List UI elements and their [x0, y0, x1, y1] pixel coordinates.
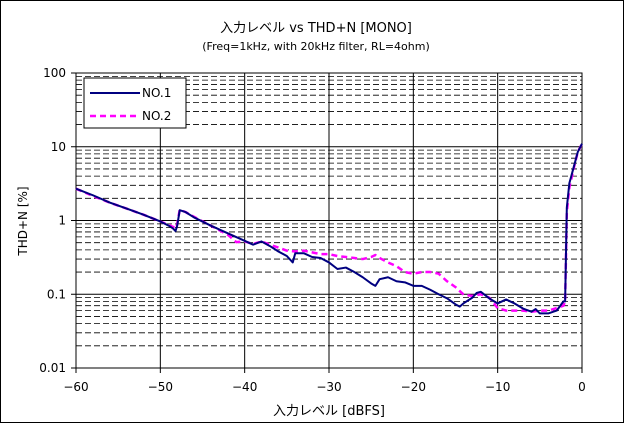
x-tick-label: −10: [485, 380, 510, 394]
x-tick-label: −60: [63, 380, 88, 394]
series-line-no2: [75, 143, 584, 313]
series-layer: [75, 143, 584, 315]
legend-box: [83, 77, 187, 129]
y-axis-ticks: 0.01 0.1 1 10 100: [39, 66, 76, 375]
legend-label-no1: NO.1: [142, 86, 171, 100]
y-axis-label: THD+N [%]: [16, 186, 30, 256]
chart-title: 入力レベル vs THD+N [MONO]: [220, 21, 412, 36]
x-axis-label: 入力レベル [dBFS]: [273, 404, 385, 419]
legend-label-no2: NO.2: [142, 109, 171, 123]
x-tick-label: 0: [578, 380, 586, 394]
y-tick-label: 100: [43, 66, 66, 80]
x-tick-label: −20: [401, 380, 426, 394]
x-axis-ticks: −60 −50 −40 −30 −20 −10 0: [63, 368, 586, 394]
x-tick-label: −40: [232, 380, 257, 394]
y-tick-label: 1: [58, 214, 66, 228]
x-tick-label: −50: [148, 380, 173, 394]
chart-subtitle: (Freq=1kHz, with 20kHz filter, RL=4ohm): [202, 40, 430, 53]
y-tick-label: 0.01: [39, 361, 66, 375]
x-tick-label: −30: [316, 380, 341, 394]
y-tick-label: 10: [51, 140, 66, 154]
series-line-no1: [75, 143, 583, 315]
legend: NO.1 NO.2: [83, 77, 187, 129]
y-tick-label: 0.1: [47, 287, 66, 301]
